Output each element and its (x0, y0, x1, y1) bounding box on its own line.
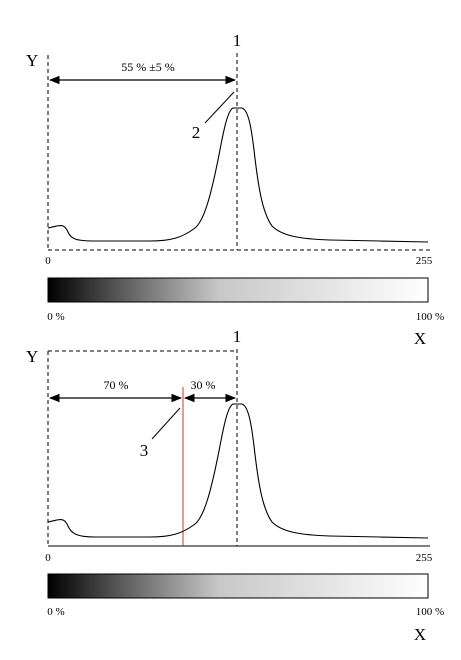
bottom-x-start: 0 (45, 552, 51, 564)
bottom-bar-start: 0 % (47, 606, 64, 618)
top-callout-2: 2 (192, 123, 201, 142)
top-bar-start: 0 % (47, 311, 64, 323)
bottom-callout-3-leader (151, 407, 181, 440)
top-bar-end: 100 % (416, 311, 444, 323)
bottom-bar-end: 100 % (416, 606, 444, 618)
bottom-x-end: 255 (416, 552, 433, 564)
bottom-panel: 70 % 30 % Y 1 3 0 255 0 % 100 % X (26, 327, 444, 644)
top-callout-1: 1 (233, 31, 242, 50)
top-callout-2-leader (204, 91, 235, 124)
bottom-y-label: Y (26, 347, 38, 366)
top-panel: 55 % ±5 % Y 1 2 0 255 0 % 100 % X (26, 31, 444, 348)
bottom-dimension-label-left: 70 % (104, 378, 129, 392)
top-x-end: 255 (416, 255, 433, 267)
top-x-label: X (414, 329, 426, 348)
bottom-callout-3: 3 (140, 441, 149, 460)
bottom-callout-1: 1 (233, 327, 242, 346)
top-histogram-curve (47, 107, 429, 243)
bottom-grayscale-bar (47, 573, 429, 599)
bottom-x-label: X (414, 625, 426, 644)
bottom-histogram-curve (47, 403, 429, 539)
bottom-dimension-label-right: 30 % (191, 378, 216, 392)
top-dimension-label: 55 % ±5 % (121, 60, 175, 74)
top-x-start: 0 (45, 255, 51, 267)
top-grayscale-bar (47, 277, 429, 303)
top-y-label: Y (26, 51, 38, 70)
